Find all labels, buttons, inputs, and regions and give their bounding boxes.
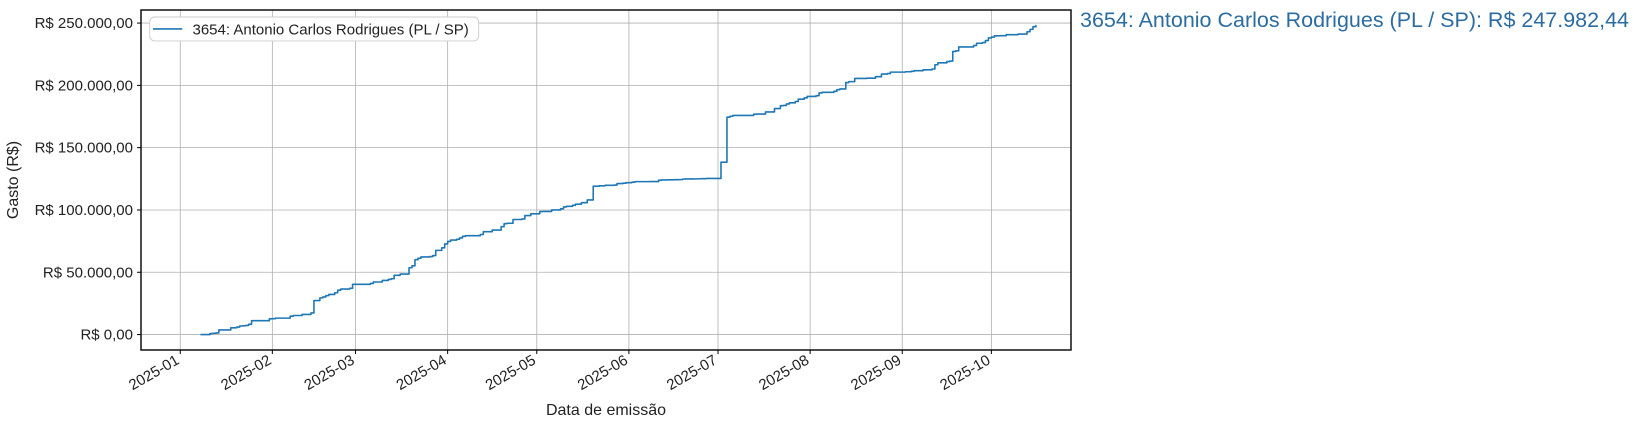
svg-text:R$ 200.000,00: R$ 200.000,00	[35, 77, 133, 94]
svg-text:R$ 100.000,00: R$ 100.000,00	[35, 202, 133, 219]
svg-text:R$ 150.000,00: R$ 150.000,00	[35, 140, 133, 157]
svg-text:3654: Antonio Carlos Rodrigues: 3654: Antonio Carlos Rodrigues (PL / SP)	[193, 21, 469, 38]
svg-text:R$ 0,00: R$ 0,00	[80, 327, 133, 344]
svg-text:R$ 50.000,00: R$ 50.000,00	[43, 264, 133, 281]
svg-text:Gasto (R$): Gasto (R$)	[5, 141, 22, 219]
svg-text:R$ 250.000,00: R$ 250.000,00	[35, 15, 133, 32]
svg-text:Data de emissão: Data de emissão	[546, 402, 666, 419]
